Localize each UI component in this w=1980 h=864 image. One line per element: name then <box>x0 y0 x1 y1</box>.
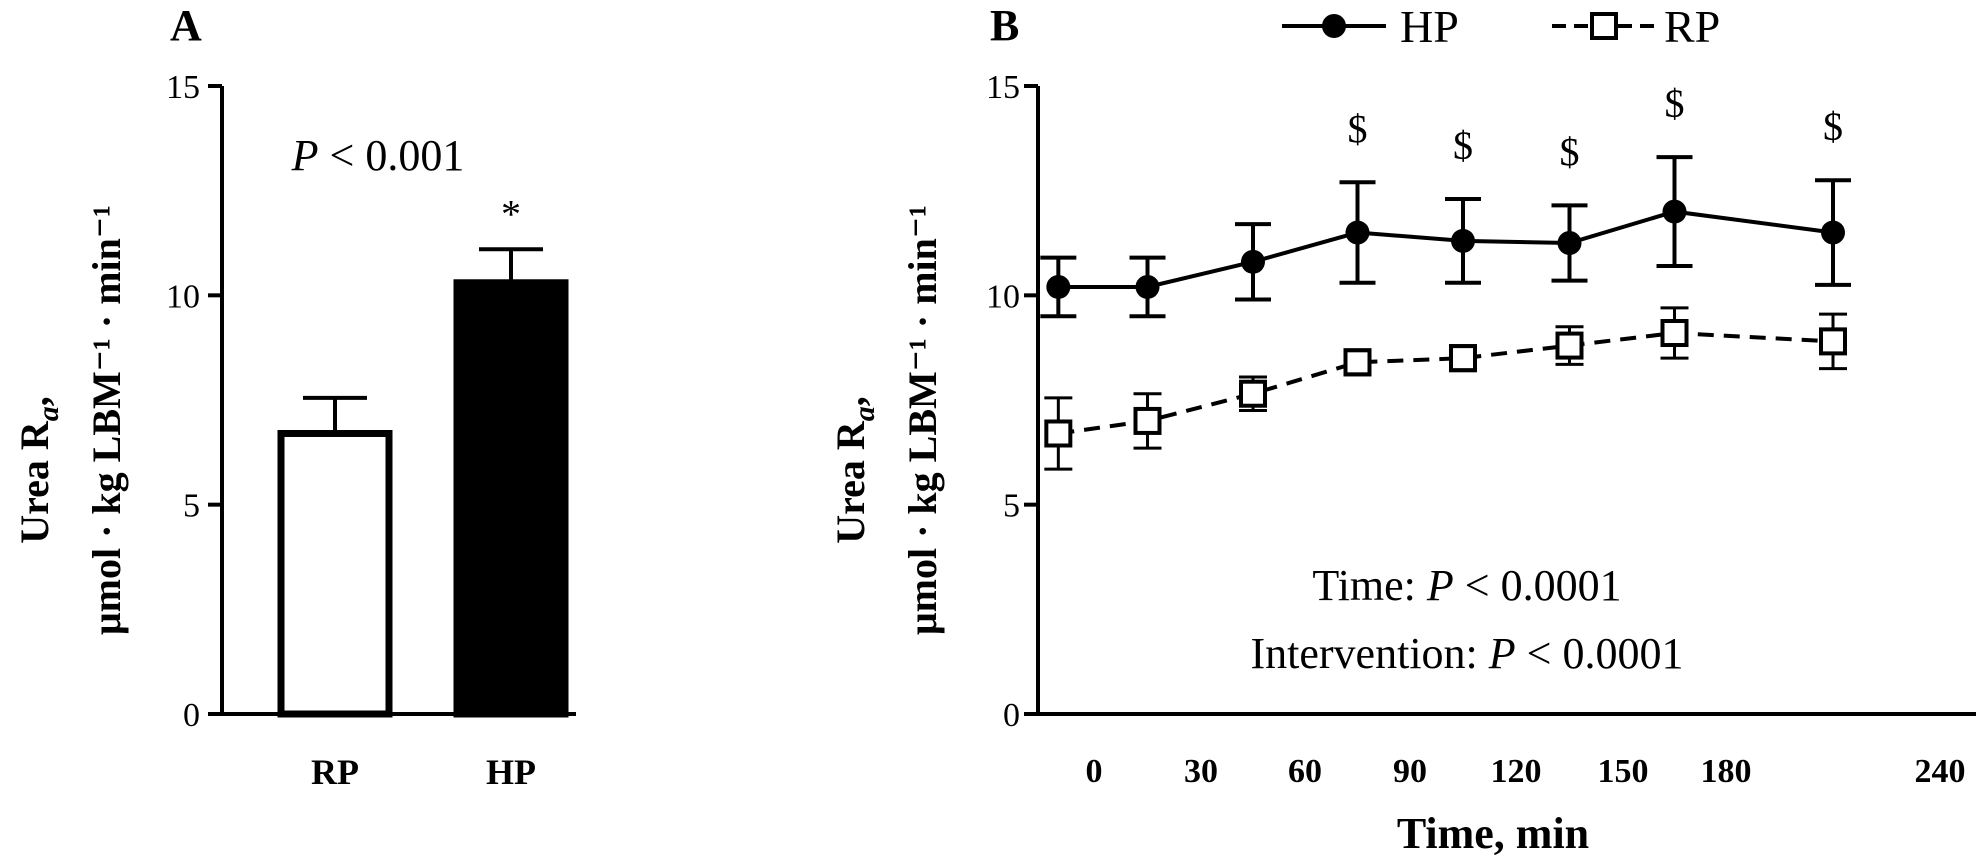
panel-b-x-tick-label-30: 30 <box>1184 753 1218 790</box>
panel-a: A Urea Ra, μmol · kg LBM⁻¹ · min⁻¹ 0 5 10 1… <box>12 1 576 792</box>
panel-b-ylabel-comma: , <box>828 396 873 406</box>
panel-b-x-tick-label-120: 120 <box>1491 753 1542 790</box>
panel-b-ylabel-sub: a <box>848 406 881 421</box>
panel-b-x-tick-label-240: 240 <box>1915 753 1966 790</box>
legend-hp-marker <box>1322 14 1346 38</box>
panel-b-ylabel-line1: Urea R <box>828 420 873 544</box>
panel-b-point-hp <box>1821 220 1845 245</box>
panel-b-xlabel: Time, min <box>1397 809 1589 858</box>
panel-b-point-hp <box>1662 199 1687 224</box>
panel-a-bar-rp <box>277 429 393 718</box>
legend-hp-label: HP <box>1400 1 1459 52</box>
panel-b-point-rp <box>1343 348 1372 377</box>
panel-b-point-rp <box>1819 327 1847 356</box>
panel-b-x-tick-label-180: 180 <box>1701 753 1752 790</box>
panel-b-stat-time: Time: P < 0.0001 <box>1312 561 1621 610</box>
panel-b-point-hp <box>1046 274 1071 299</box>
panel-a-ylabel: Urea Ra, <box>12 396 65 544</box>
panel-b-label: B <box>990 1 1019 50</box>
panel-a-y-tick-label-0: 0 <box>183 697 200 734</box>
panel-a-y-tick-label-5: 5 <box>183 488 200 525</box>
panel-b-stat-intervention-p: P <box>1488 629 1516 678</box>
panel-b-significance-marks: $ $ $ $ $ <box>1348 81 1844 174</box>
panel-b-point-hp <box>1241 249 1265 274</box>
panel-a-annotation-rest: < 0.001 <box>319 131 465 180</box>
panel-b-legend: HP RP <box>1282 1 1720 52</box>
panel-b-point-hp <box>1135 274 1160 299</box>
panel-a-annotation-p: P <box>291 131 319 180</box>
panel-a-ylabel-sub: a <box>32 406 65 421</box>
panel-a-significance-mark: * <box>501 191 521 236</box>
panel-a-annotation: P < 0.001 <box>291 131 465 180</box>
panel-a-category-rp: RP <box>311 752 359 792</box>
svg-text:Urea Ra,: Urea Ra, <box>828 396 881 544</box>
panel-b-stat-time-p: P <box>1426 561 1454 610</box>
panel-b-point-rp <box>1044 419 1073 448</box>
panel-b-point-rp <box>1239 379 1267 408</box>
panel-b-y-tick-label-15: 15 <box>986 69 1020 106</box>
panel-b-point-rp <box>1660 319 1689 348</box>
panel-b-point-rp <box>1133 406 1162 435</box>
panel-b-significance-mark-210: $ <box>1823 104 1843 149</box>
panel-b-stat-intervention-prefix: Intervention: <box>1251 629 1489 678</box>
legend-item-hp: HP <box>1282 1 1459 52</box>
panel-b: B Urea Ra, μmol · kg LBM⁻¹ · min⁻¹ 0 5 10 1… <box>828 1 1976 858</box>
panel-b-stat-time-rest: < 0.0001 <box>1454 561 1622 610</box>
panel-b-series <box>1040 155 1851 471</box>
panel-a-y-tick-label-10: 10 <box>166 278 200 315</box>
panel-a-categories: RP HP <box>311 752 536 792</box>
panel-a-label: A <box>170 1 202 50</box>
panel-b-ylabel: Urea Ra, <box>828 396 881 544</box>
panel-b-x-ticks: 0 30 60 90 120 150 180 240 <box>1086 753 1966 790</box>
panel-b-line-rp <box>1058 331 1834 436</box>
panel-a-ylabel-units: μmol · kg LBM⁻¹ · min⁻¹ <box>84 205 129 635</box>
panel-b-x-tick-label-0: 0 <box>1086 753 1103 790</box>
panel-b-significance-mark-75: $ <box>1348 106 1368 151</box>
svg-text:Urea Ra,: Urea Ra, <box>12 396 65 544</box>
panel-b-y-ticks: 0 5 10 15 <box>986 69 1038 734</box>
panel-b-ylabel-line2: μmol · kg LBM⁻¹ · min⁻¹ <box>900 205 945 635</box>
panel-a-y-tick-label-15: 15 <box>166 69 200 106</box>
panel-b-significance-mark-105: $ <box>1453 123 1473 168</box>
panel-b-point-rp <box>1449 344 1477 373</box>
legend-rp-label: RP <box>1664 1 1720 52</box>
panel-b-series-hp <box>1040 155 1851 319</box>
panel-b-x-tick-label-60: 60 <box>1288 753 1322 790</box>
panel-a-ylabel-line1: Urea R <box>12 420 57 544</box>
panel-b-series-rp <box>1044 306 1847 471</box>
legend-rp-marker <box>1590 12 1618 40</box>
panel-b-y-tick-label-5: 5 <box>1003 488 1020 525</box>
panel-b-point-hp <box>1345 220 1370 245</box>
panel-b-stat-time-prefix: Time: <box>1312 561 1427 610</box>
panel-b-significance-mark-165: $ <box>1665 81 1685 126</box>
panel-b-point-rp <box>1555 331 1584 360</box>
legend-item-rp: RP <box>1552 1 1720 52</box>
panel-a-bars: * <box>277 191 569 718</box>
panel-b-x-tick-label-150: 150 <box>1598 753 1649 790</box>
panel-a-category-hp: HP <box>486 752 536 792</box>
panel-b-y-tick-label-0: 0 <box>1003 697 1020 734</box>
panel-b-stat-intervention: Intervention: P < 0.0001 <box>1251 629 1684 678</box>
panel-a-y-ticks: 0 5 10 15 <box>166 69 222 734</box>
panel-b-line-hp <box>1058 209 1834 289</box>
panel-b-point-hp <box>1557 231 1582 255</box>
panel-a-bar-hp <box>453 279 569 718</box>
panel-b-x-tick-label-90: 90 <box>1393 753 1427 790</box>
panel-a-ylabel-line2: μmol · kg LBM⁻¹ · min⁻¹ <box>84 205 129 635</box>
panel-a-ylabel-comma: , <box>12 396 57 406</box>
panel-b-significance-mark-135: $ <box>1560 129 1580 174</box>
panel-b-ylabel-units: μmol · kg LBM⁻¹ · min⁻¹ <box>900 205 945 635</box>
panel-b-stat-intervention-rest: < 0.0001 <box>1516 629 1684 678</box>
panel-b-point-hp <box>1451 228 1475 253</box>
panel-b-y-tick-label-10: 10 <box>986 278 1020 315</box>
